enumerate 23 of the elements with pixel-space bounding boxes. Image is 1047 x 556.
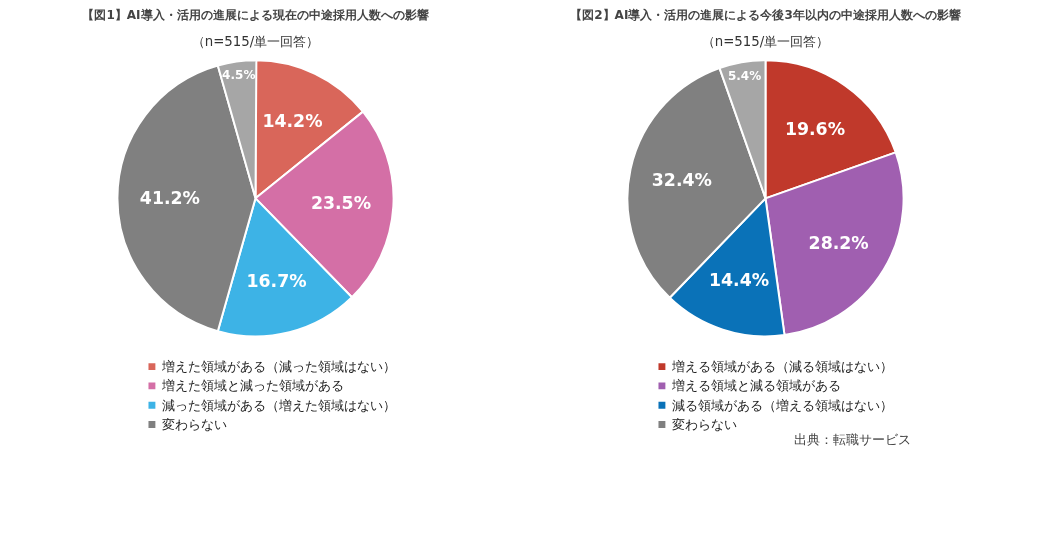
legend-label: 変わらない — [161, 417, 227, 433]
data-label: 5.4% — [727, 68, 762, 83]
data-label: 28.2% — [808, 232, 869, 253]
data-label: 23.5% — [310, 193, 372, 214]
source-note: 出典：転職サービス — [793, 431, 911, 447]
data-label: 16.7% — [246, 271, 307, 292]
legend-label: 増える領域と減る領域がある — [670, 378, 841, 394]
data-label: 14.2% — [262, 111, 323, 132]
legend-label: 増えた領域がある（減った領域はない） — [160, 359, 396, 375]
chart-title: 【図2】AI導入・活用の進展による今後3年以内の中途採用人数への影響 — [570, 7, 961, 22]
chart-subtitle: （n=515/単一回答） — [701, 33, 830, 49]
data-label: 4.5% — [222, 68, 256, 83]
chart-title: 【図1】AI導入・活用の進展による現在の中途採用人数への影響 — [82, 7, 429, 22]
legend-label: 増えた領域と減った領域がある — [160, 378, 344, 394]
data-label: 41.2% — [139, 188, 200, 209]
legend-label: 増える領域がある（減る領域はない） — [670, 359, 893, 375]
data-label: 14.4% — [708, 269, 770, 290]
chart-subtitle: （n=515/単一回答） — [191, 33, 320, 49]
data-label: 19.6% — [784, 118, 846, 139]
legend-label: 変わらない — [671, 417, 737, 433]
data-label: 32.4% — [651, 170, 712, 191]
legend-label: 減った領域がある（増えた領域はない） — [161, 397, 396, 413]
legend-label: 減る領域がある（増える領域はない） — [671, 397, 893, 413]
